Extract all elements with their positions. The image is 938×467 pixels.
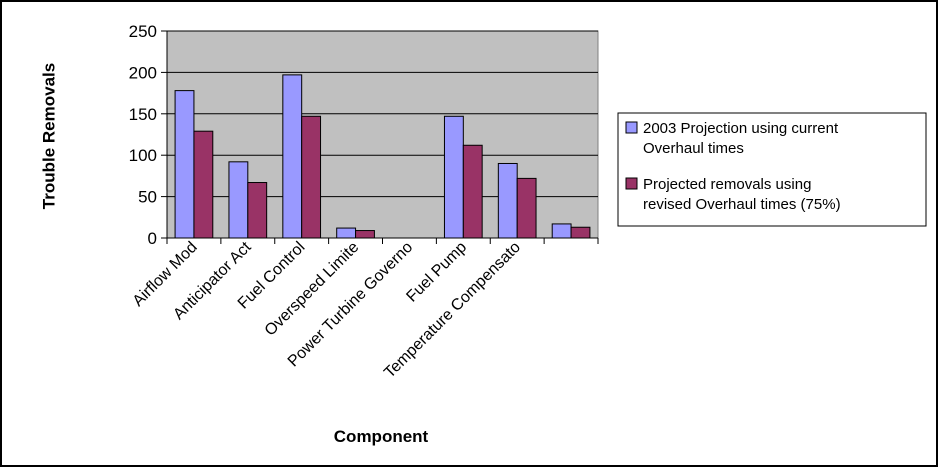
bar-series-2 (193, 130, 214, 239)
y-tick-label: 250 (129, 22, 157, 41)
bar-series-2 (355, 230, 375, 239)
x-axis-title: Component (334, 427, 429, 446)
bars (174, 74, 591, 239)
y-tick-label: 200 (129, 63, 157, 82)
y-tick-label: 100 (129, 146, 157, 165)
bar-series-1 (228, 161, 249, 239)
y-axis-title: Trouble Removals (39, 63, 58, 209)
bar-series-1 (443, 115, 464, 239)
legend-entry-text: Overhaul times (643, 140, 744, 157)
bar-series-2 (247, 182, 268, 239)
bar-series-2 (516, 177, 537, 239)
legend-swatch (625, 121, 638, 134)
bar-series-1 (497, 162, 518, 239)
legend-box (617, 112, 927, 227)
bar-series-2 (570, 226, 591, 239)
legend-entry-text: Projected removals using (643, 176, 811, 193)
y-tick-label: 0 (148, 229, 157, 248)
bar-series-2 (301, 115, 322, 239)
y-tick-label: 150 (129, 105, 157, 124)
axes (161, 30, 599, 244)
legend-swatch (625, 177, 638, 190)
legend-entry-text: 2003 Projection using current (643, 120, 839, 137)
legend: 2003 Projection using current Overhaul ti… (617, 112, 927, 227)
legend-entry-text: revised Overhaul times (75%) (643, 196, 841, 213)
bar-series-2 (462, 144, 483, 239)
bar-series-1 (174, 90, 195, 239)
bar-series-1 (282, 74, 303, 239)
y-tick-labels: 0 50 100 150 200 250 (129, 22, 157, 248)
y-tick-label: 50 (138, 188, 157, 207)
bar-series-1 (551, 223, 572, 239)
bar-series-1 (336, 227, 357, 239)
